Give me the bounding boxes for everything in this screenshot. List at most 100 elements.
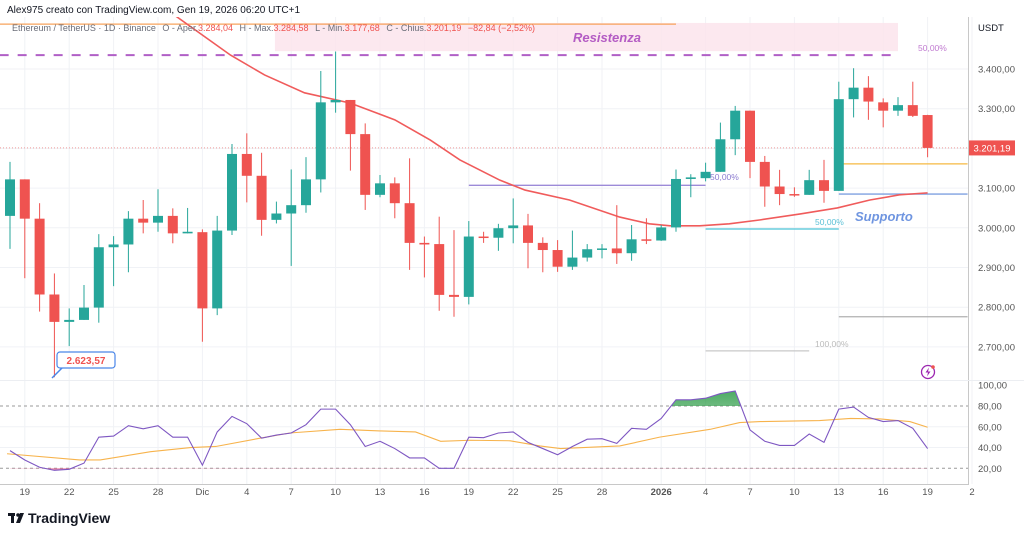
lightning-icon[interactable]: [920, 364, 936, 380]
time-tick: Dic: [196, 487, 210, 498]
last-price-badge: 3.201,19: [969, 140, 1015, 156]
rsi-tick: 80,00: [978, 402, 1002, 413]
resistance-zone: [274, 22, 898, 52]
candle-up: [656, 227, 667, 241]
candle-down: [19, 179, 30, 219]
candle-up: [375, 183, 385, 195]
time-tick: 22: [508, 487, 519, 498]
candle-up: [93, 247, 104, 308]
candle-up: [848, 87, 859, 100]
fib-bottom-label: 100,00%: [815, 339, 849, 349]
candle-down: [611, 248, 622, 254]
price-tick: 2.800,00: [978, 303, 1015, 314]
time-tick: 2: [969, 487, 974, 498]
rsi-overbought-fill: [10, 390, 928, 406]
time-tick: 19: [20, 487, 31, 498]
candle-down: [774, 186, 785, 195]
candle-up: [715, 139, 726, 172]
candle-up: [286, 205, 297, 214]
candle-up: [626, 239, 637, 254]
high-label: H - Max.: [240, 23, 274, 33]
time-tick: 16: [878, 487, 889, 498]
time-tick: 2026: [651, 487, 672, 498]
rsi-oversold-fill: [10, 468, 928, 471]
candle-down: [241, 153, 252, 176]
low-price-marker: 2.623,57: [51, 351, 116, 379]
fib-mid-label: 50,00%: [710, 172, 739, 182]
price-tick: 2.900,00: [978, 263, 1015, 274]
support-label: Supporto: [855, 209, 913, 224]
candle-down: [759, 161, 770, 187]
candle-up: [182, 231, 193, 234]
candle-down: [819, 180, 829, 191]
candle-down: [552, 250, 563, 267]
open-label: O - Aper.: [162, 23, 198, 33]
candle-down: [256, 175, 267, 220]
time-axis[interactable]: 19 22 25 28 Dic 4 7 10 13 16 19 22 25 28 2026 4 7 10 13 16 1…: [20, 487, 975, 498]
time-tick: 4: [703, 487, 708, 498]
symbol-label[interactable]: Ethereum / TetherUS · 1D · Binance: [12, 23, 156, 33]
time-tick: 25: [108, 487, 119, 498]
rsi-tick: 100,00: [978, 381, 1007, 392]
candle-up: [5, 179, 15, 216]
price-tick: 2.700,00: [978, 342, 1015, 353]
low-price-value: 2.623,57: [67, 356, 106, 367]
rsi-axis[interactable]: 100,00 80,00 60,00 40,00 20,00: [978, 381, 1007, 475]
credit-text: Alex975 creato con TradingView.com, Gen …: [7, 5, 300, 16]
time-tick: 16: [419, 487, 430, 498]
brand-name: TradingView: [28, 510, 110, 526]
high-value: 3.284,58: [274, 23, 309, 33]
resistance-zone-rect: [274, 22, 898, 52]
candle-down: [789, 194, 800, 196]
candle-up: [153, 215, 163, 223]
rsi-tick: 20,00: [978, 464, 1002, 475]
candle-down: [197, 232, 208, 309]
resistance-label: Resistenza: [573, 30, 641, 45]
candle-up: [508, 225, 519, 229]
time-tick: 10: [789, 487, 800, 498]
time-tick: 10: [330, 487, 341, 498]
candle-down: [478, 236, 489, 239]
candle-down: [389, 183, 400, 204]
time-tick: 7: [289, 487, 294, 498]
candle-down: [49, 294, 60, 322]
candle-down: [345, 99, 356, 135]
fib-support-label: 50,00%: [815, 217, 844, 227]
candle-up: [123, 218, 134, 245]
time-tick: 22: [64, 487, 75, 498]
ma-line: [175, 17, 928, 227]
time-tick: 28: [153, 487, 164, 498]
price-tick: 3.400,00: [978, 65, 1015, 76]
time-tick: 4: [244, 487, 249, 498]
candle-down: [360, 134, 371, 195]
candle-down: [537, 242, 548, 251]
fib-top-label: 50,00%: [918, 43, 947, 53]
candle-down: [167, 215, 178, 234]
candle-up: [493, 228, 504, 238]
candle-down: [907, 105, 918, 116]
tradingview-logo-icon: [8, 513, 24, 523]
candle-down: [419, 242, 430, 245]
candle-up: [730, 110, 741, 140]
candle-up: [804, 180, 815, 195]
candle-down: [641, 239, 652, 241]
low-label: L - Min.: [315, 23, 345, 33]
close-value: 3.201,19: [426, 23, 461, 33]
candle-up: [463, 236, 474, 297]
candle-up: [597, 248, 607, 250]
candle-down: [863, 87, 874, 102]
rsi-panel: [0, 390, 968, 471]
price-axis[interactable]: 3.400,00 3.300,00 3.100,00 3.000,00 2.900,00…: [978, 65, 1015, 354]
candle-up: [685, 177, 696, 179]
candle-up: [833, 99, 844, 191]
candle-down: [878, 102, 889, 111]
legend-ohlc: Ethereum / TetherUS · 1D · Binance O - A…: [12, 23, 535, 33]
close-label: C - Chius.: [386, 23, 426, 33]
low-value: 3.177,68: [345, 23, 380, 33]
candle-down: [434, 244, 445, 295]
level-lines: [0, 23, 968, 352]
candle-up: [582, 249, 593, 258]
time-tick: 13: [375, 487, 386, 498]
tradingview-logo[interactable]: TradingView: [8, 510, 110, 526]
